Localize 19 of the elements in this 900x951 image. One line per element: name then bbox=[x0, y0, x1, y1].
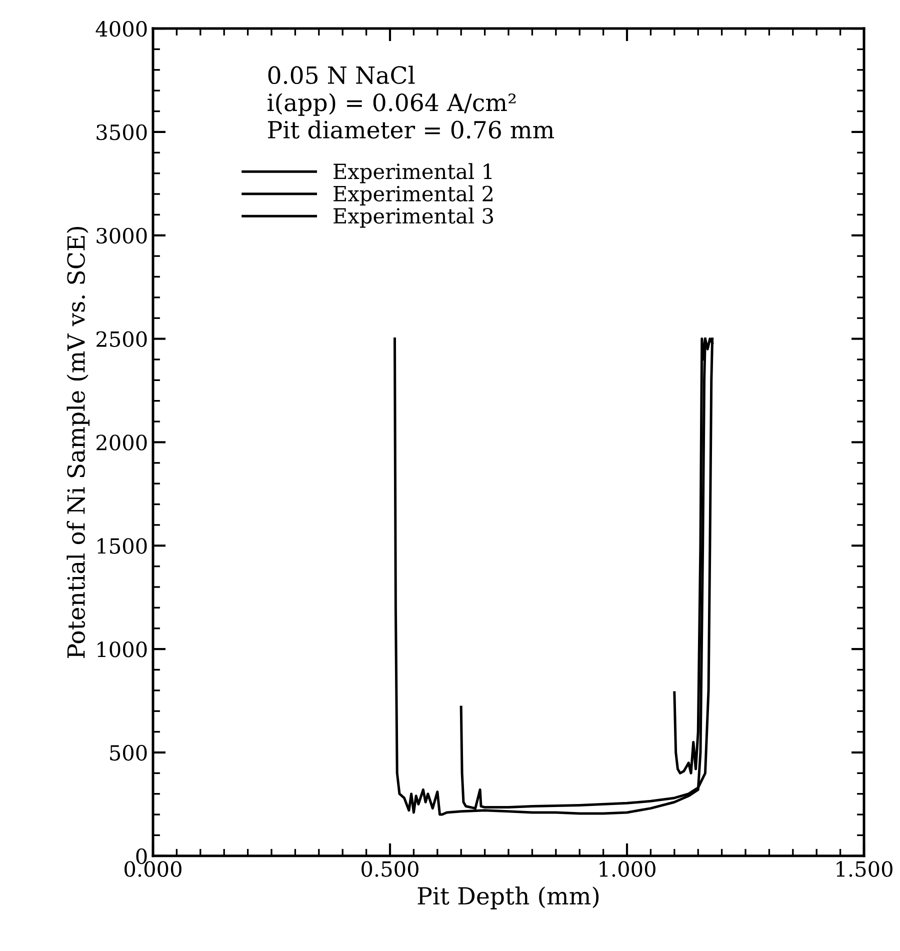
legend-label: Experimental 3 bbox=[334, 208, 493, 228]
x-axis-title: Pit Depth (mm) bbox=[418, 886, 599, 910]
y-tick-label: 2000 bbox=[96, 434, 147, 450]
x-tick-label: 0.500 bbox=[362, 861, 418, 877]
x-tick-label: 1.000 bbox=[600, 861, 656, 877]
x-tick-label: 1.500 bbox=[836, 861, 892, 877]
y-tick-label: 4000 bbox=[96, 20, 147, 37]
legend-label: Experimental 1 bbox=[334, 163, 492, 184]
y-tick-label: 500 bbox=[110, 744, 147, 761]
y-tick-label: 1000 bbox=[98, 642, 147, 658]
y-tick-label: 1500 bbox=[98, 538, 147, 554]
annotation: i(app) = 0.064 A/cm² bbox=[268, 93, 516, 116]
y-axis-title: Potential of Ni Sample (mV vs. SCE) bbox=[66, 226, 90, 658]
y-tick-label: 3500 bbox=[96, 124, 147, 140]
y-tick-label: 3000 bbox=[96, 228, 147, 244]
annotation: Pit diameter = 0.76 mm bbox=[268, 120, 554, 139]
legend-label: Experimental 2 bbox=[334, 185, 492, 206]
y-tick-label: 2500 bbox=[96, 331, 147, 348]
annotation: 0.05 N NaCl bbox=[268, 66, 415, 84]
